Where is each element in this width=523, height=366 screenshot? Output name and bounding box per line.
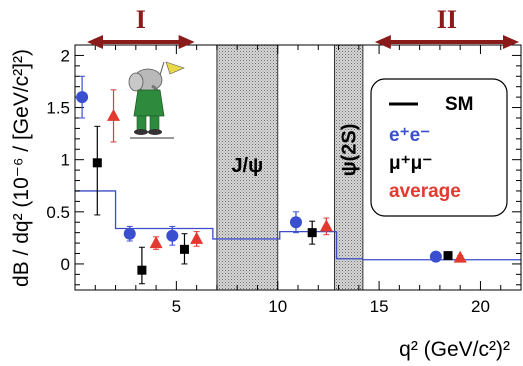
axis-ticks xyxy=(75,44,522,290)
x-tick-label: 10 xyxy=(268,297,287,316)
legend-mumu-label: μ⁺μ⁻ xyxy=(389,153,432,174)
x-axis-title: q² (GeV/c²)² xyxy=(399,338,510,361)
mumu-point xyxy=(137,265,147,275)
band-labels: J/ψ ψ(2S) xyxy=(231,124,360,177)
region-label-II: II xyxy=(437,5,457,34)
mumu-point xyxy=(179,244,189,254)
babar-elephant-illustration xyxy=(126,58,186,140)
average-point xyxy=(319,219,333,232)
y-tick-label: 0.5 xyxy=(46,203,70,222)
ee-point xyxy=(76,91,89,104)
tick-labels: 5 10 15 20 0 0.5 1 1.5 2 xyxy=(46,46,490,316)
legend-sm-label: SM xyxy=(445,94,474,115)
sm-curve xyxy=(75,190,521,261)
region-arrow-head-right xyxy=(178,35,195,49)
ee-point xyxy=(429,250,442,263)
region-arrow-head-left xyxy=(87,35,103,49)
average-point xyxy=(190,231,204,244)
y-tick-label: 1.5 xyxy=(46,99,70,118)
vetoed-band-0 xyxy=(216,44,279,291)
sm-step-line xyxy=(75,190,521,261)
band-label-jpsi: J/ψ xyxy=(231,155,263,177)
legend-average-label: average xyxy=(389,181,461,202)
average-point xyxy=(149,236,163,249)
ee-point xyxy=(166,229,179,242)
average-point xyxy=(453,250,467,263)
legend-ee-label: e⁺e⁻ xyxy=(389,125,430,146)
average-point xyxy=(107,108,121,121)
region-label-I: I xyxy=(136,5,146,34)
ee-point xyxy=(123,227,136,240)
x-tick-label: 5 xyxy=(172,297,181,316)
mumu-point xyxy=(307,228,317,238)
y-tick-label: 1 xyxy=(61,151,70,170)
y-axis-title: dB / dq² (10⁻⁶ / [GeV/c²]²) xyxy=(10,49,33,287)
mumu-point xyxy=(443,251,453,261)
y-tick-label: 0 xyxy=(61,255,70,274)
mumu-point xyxy=(92,158,102,168)
legend: SM e⁺e⁻ μ⁺μ⁻ average xyxy=(370,78,508,217)
region-arrow-head-right xyxy=(503,35,519,49)
vetoed-bands xyxy=(216,44,364,291)
region-arrow-head-left xyxy=(374,35,391,49)
ee-point xyxy=(289,216,302,229)
legend-box xyxy=(370,78,508,217)
region-arrows: I II xyxy=(87,5,519,49)
x-tick-label: 20 xyxy=(471,297,490,316)
data-points xyxy=(76,75,467,285)
y-tick-label: 2 xyxy=(61,46,70,65)
x-tick-label: 15 xyxy=(370,297,389,316)
vetoed-band-1 xyxy=(333,44,364,291)
band-label-psi2s: ψ(2S) xyxy=(339,124,361,177)
